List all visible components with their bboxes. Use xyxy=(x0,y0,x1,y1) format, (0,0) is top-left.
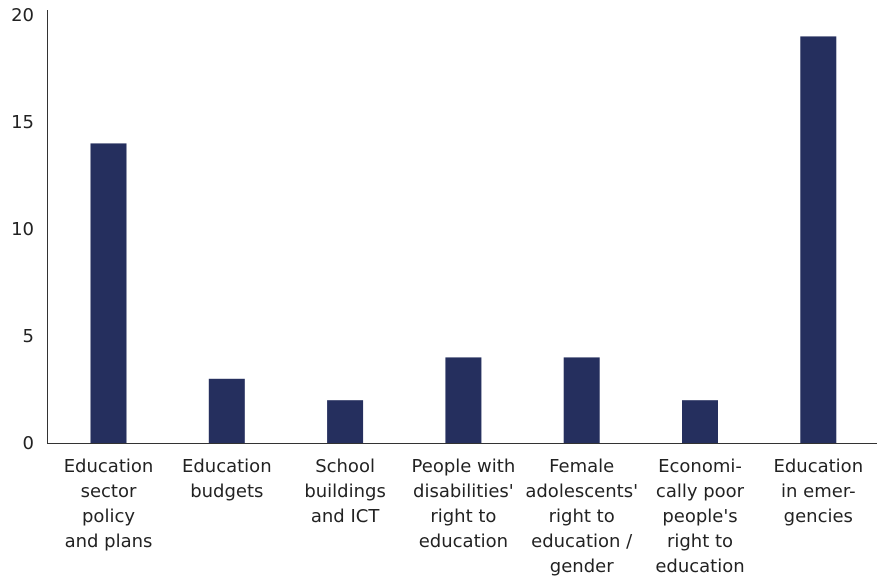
y-tick-label: 20 xyxy=(11,5,34,26)
x-tick-label: People with disabilities' right to educatio… xyxy=(412,456,516,552)
x-tick-label-line: education xyxy=(419,531,508,552)
x-tick-label: Education sector policy and plans xyxy=(64,456,154,552)
x-tick-label: Education in emer-gencies xyxy=(773,456,863,527)
x-tick-label-line: adolescents' xyxy=(525,481,638,502)
bar xyxy=(90,143,127,443)
bar xyxy=(682,400,718,443)
y-tick-label: 15 xyxy=(11,112,34,133)
x-tick-label-line: disabilities' xyxy=(413,481,514,502)
x-tick-label-line: right to xyxy=(430,506,496,527)
x-tick-label-line: gencies xyxy=(784,506,853,527)
x-tick-label-line: People with xyxy=(412,456,516,477)
bar xyxy=(327,400,364,443)
x-tick-label: Economi-cally poor people's right to educat… xyxy=(655,456,744,577)
y-tick-label: 0 xyxy=(23,433,34,454)
bar xyxy=(563,357,600,443)
x-tick-label-line: Economi- xyxy=(658,456,742,477)
x-tick-label-line: sector xyxy=(81,481,137,502)
y-tick-labels: 0 5 10 15 20 xyxy=(11,5,34,454)
x-tick-label: Education budgets xyxy=(182,456,272,502)
x-tick-label-line: budgets xyxy=(190,481,263,502)
x-tick-label-line: education xyxy=(655,556,744,577)
x-tick-label-line: and ICT xyxy=(311,506,380,527)
bar xyxy=(445,357,482,443)
x-tick-label-line: and plans xyxy=(65,531,153,552)
category-labels: Education sector policy and plans Education b… xyxy=(64,456,863,577)
x-tick-label-line: cally poor xyxy=(656,481,745,502)
x-tick-label: Female adolescents' right to education / gen… xyxy=(525,456,638,577)
x-tick-label-line: people's xyxy=(662,506,737,527)
x-tick-label-line: Education xyxy=(773,456,863,477)
x-tick-label-line: Education xyxy=(64,456,154,477)
x-tick-label-line: right to xyxy=(549,506,615,527)
bar xyxy=(208,378,245,443)
x-tick-label-line: policy xyxy=(82,506,135,527)
x-tick-label-line: right to xyxy=(667,531,733,552)
x-tick-label-line: education / xyxy=(531,531,633,552)
y-tick-label: 10 xyxy=(11,219,34,240)
x-tick-label-line: Female xyxy=(549,456,614,477)
x-tick-label-line: in emer- xyxy=(781,481,856,502)
y-tick-label: 5 xyxy=(23,326,34,347)
x-tick-label-line: gender xyxy=(550,556,614,577)
x-tick-label: School buildings and ICT xyxy=(304,456,385,527)
bars xyxy=(90,36,837,444)
x-tick-label-line: School xyxy=(315,456,375,477)
bar xyxy=(800,36,837,444)
x-tick-label-line: buildings xyxy=(304,481,385,502)
x-tick-label-line: Education xyxy=(182,456,272,477)
